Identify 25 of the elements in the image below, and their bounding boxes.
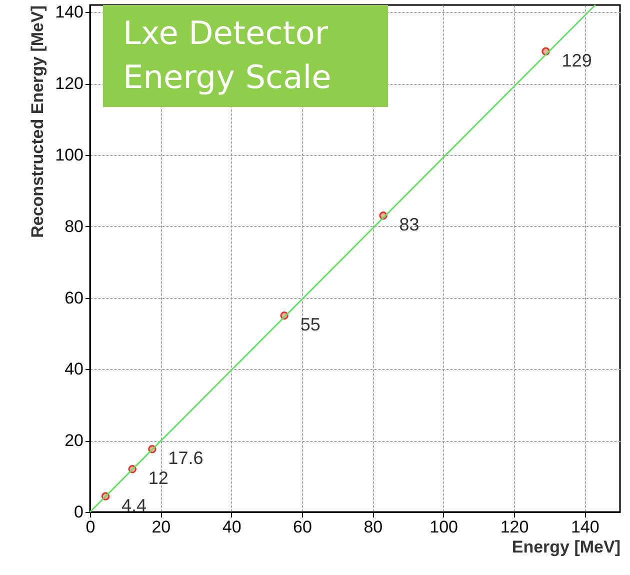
y-tick-label: 100 <box>55 145 84 164</box>
text: Lxe Detector Energy Scale <box>103 5 388 107</box>
x-tick-label: 100 <box>430 518 458 536</box>
y-tick-label: 60 <box>64 288 84 308</box>
x-tick-label: 60 <box>293 518 312 536</box>
x-axis-title: Energy [MeV] <box>512 538 620 556</box>
x-tick-label: 80 <box>364 518 383 536</box>
data-label: 4.4 <box>122 495 147 516</box>
x-tick-label: 120 <box>500 518 529 536</box>
x-tick-label: 20 <box>152 518 171 536</box>
data-label: 17.6 <box>168 448 204 468</box>
y-tick-label: 0 <box>74 502 84 522</box>
y-axis-title: Reconstructed Energy [MeV] <box>28 6 48 238</box>
x-tick-label: 0 <box>86 518 96 536</box>
y-tick-label: 120 <box>55 74 84 94</box>
y-tick-label: 140 <box>55 2 84 22</box>
y-tick-label: 80 <box>64 216 84 236</box>
y-tick-label: 40 <box>64 360 84 379</box>
data-label: 55 <box>300 314 320 335</box>
data-label: 12 <box>148 468 168 488</box>
x-tick-label: 40 <box>222 518 242 536</box>
x-tick-label: 140 <box>570 518 600 536</box>
data-label: 129 <box>562 50 592 70</box>
data-label: 83 <box>399 214 420 235</box>
y-tick-label: 20 <box>64 431 84 450</box>
